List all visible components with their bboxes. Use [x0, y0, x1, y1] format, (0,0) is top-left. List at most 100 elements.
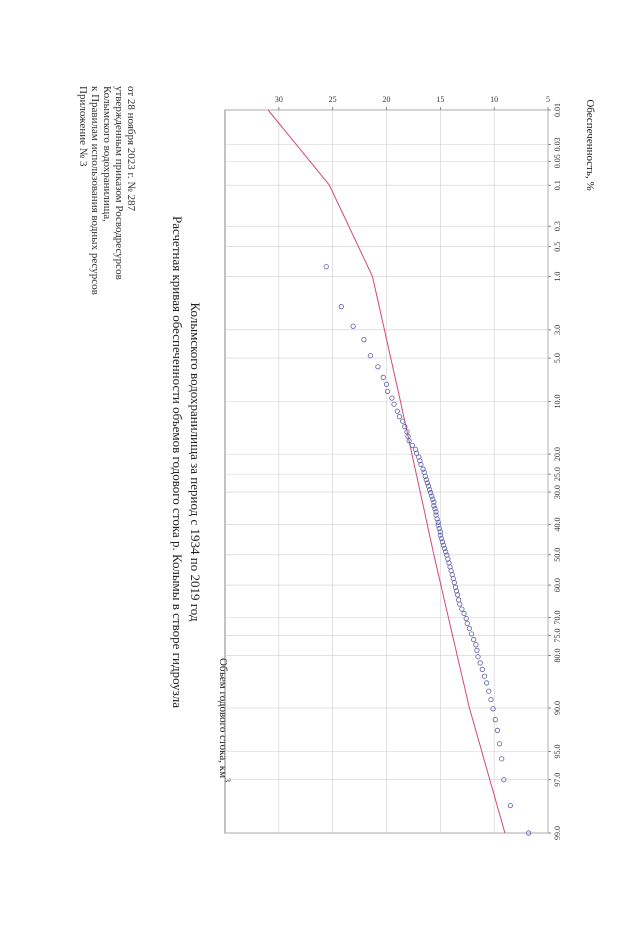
observed-data-point — [420, 466, 426, 472]
observed-data-point — [414, 450, 420, 456]
observed-data-point — [431, 503, 437, 509]
prob-tick-label: 0.3 — [553, 221, 562, 231]
prob-tick-label: 1.0 — [553, 272, 562, 282]
fitted-probability-curve — [267, 109, 506, 834]
prob-tick-label: 3.0 — [553, 325, 562, 335]
observed-data-point — [456, 597, 462, 603]
prob-tick-label: 0.03 — [553, 137, 562, 151]
observed-data-point — [435, 522, 441, 528]
observed-data-point — [479, 666, 485, 672]
observed-data-point — [492, 717, 498, 723]
prob-tick-label: 25.0 — [553, 467, 562, 481]
observed-data-point — [406, 438, 412, 444]
observed-data-point — [442, 545, 448, 552]
observed-data-point — [481, 673, 488, 679]
observed-data-point — [435, 519, 441, 525]
prob-tick-label: 0.1 — [553, 180, 562, 190]
y-axis-title-base: Объем годового стока, км — [217, 658, 229, 778]
observed-data-point — [434, 516, 440, 522]
observed-data-point — [384, 388, 391, 395]
observed-data-point — [394, 408, 400, 414]
observed-data-point — [526, 830, 532, 836]
prob-tick-label: 40.0 — [553, 517, 562, 531]
value-tick-label: 10 — [490, 95, 498, 104]
value-tick-label: 20 — [383, 95, 391, 104]
y-axis-title: Объем годового стока, км3 — [217, 658, 232, 782]
prob-tick-label: 20.0 — [553, 447, 562, 461]
observed-data-point — [380, 374, 386, 380]
prob-tick-label: 0.5 — [553, 242, 562, 252]
prob-tick-label: 75.0 — [553, 628, 562, 642]
title-line-2: Колымского водохранилища за период с 193… — [188, 303, 203, 622]
value-tick-label: 15 — [436, 95, 444, 104]
x-axis-title: Обеспеченность, % — [584, 99, 596, 190]
observed-data-point — [400, 418, 406, 424]
observed-data-point — [409, 442, 415, 448]
observed-data-point — [433, 509, 439, 515]
prob-tick-label: 99.0 — [553, 826, 562, 840]
observed-data-point — [490, 706, 496, 712]
observed-data-point — [431, 499, 437, 505]
value-tick-label: 25 — [329, 95, 337, 104]
observed-data-point — [468, 631, 475, 637]
observed-data-point — [338, 304, 344, 310]
prob-tick-label: 80.0 — [553, 648, 562, 662]
observed-data-point — [429, 493, 435, 499]
observed-data-point — [499, 756, 505, 762]
appendix-line-4: утвержденным приказом Росводресурсов — [113, 86, 125, 280]
prob-tick-label: 90.0 — [553, 701, 562, 715]
observed-data-point — [494, 727, 500, 733]
observed-data-point — [424, 480, 431, 486]
observed-data-point — [402, 424, 408, 430]
observed-data-point — [383, 381, 390, 387]
prob-tick-label: 5.0 — [553, 353, 562, 363]
prob-tick-label: 30.0 — [553, 485, 562, 499]
observed-data-point — [501, 777, 507, 783]
observed-data-point — [430, 496, 436, 502]
prob-tick-label: 60.0 — [553, 578, 562, 592]
observed-data-point — [375, 364, 381, 370]
observed-data-point — [417, 458, 423, 464]
probability-chart: 0.01 0.03 0.05 0.1 0.3 0.5 1.0 3.0 5.0 10.0 20.0 25… — [224, 95, 562, 840]
observed-data-point — [471, 637, 477, 643]
observed-data-point — [428, 490, 434, 496]
observed-data-point — [423, 477, 429, 483]
observed-data-point — [459, 606, 465, 612]
observed-data-point — [323, 264, 329, 270]
observed-data-point — [507, 802, 513, 809]
y-axis-title-sup: 3 — [223, 778, 232, 782]
appendix-header: Приложение № 3 к Правилам использования … — [77, 86, 137, 295]
value-tick-label: 5 — [546, 95, 550, 104]
observed-data-point — [452, 584, 459, 590]
prob-tick-label: 0.05 — [553, 154, 562, 168]
observed-data-point — [418, 461, 424, 468]
observed-data-point — [488, 696, 494, 703]
prob-tick-label: 70.0 — [553, 610, 562, 624]
observed-data-point — [443, 549, 449, 555]
observed-data-point — [451, 580, 457, 586]
observed-data-point — [396, 414, 403, 420]
observed-data-point — [496, 741, 503, 747]
observed-data-point — [477, 660, 483, 666]
observed-data-point — [432, 506, 438, 512]
observed-data-point — [484, 680, 490, 686]
observed-data-point — [440, 542, 447, 548]
chart-title: Расчетная кривая обеспеченности объемов … — [170, 216, 203, 708]
observed-data-point — [437, 529, 443, 535]
prob-tick-label: 95.0 — [553, 744, 562, 758]
observed-data-point — [464, 620, 470, 627]
observed-data-point — [416, 454, 422, 460]
observed-data-point — [389, 395, 395, 401]
observed-data-point — [466, 625, 473, 632]
observed-data-point — [391, 401, 397, 407]
appendix-line-1: Приложение № 3 — [77, 86, 89, 167]
observed-data-point — [437, 532, 443, 538]
prob-tick-label: 10.0 — [553, 395, 562, 409]
observed-data-point — [454, 592, 461, 598]
observed-data-point — [463, 615, 469, 622]
appendix-line-3: Колымского водохранилища, — [101, 86, 113, 222]
prob-tick-label: 97.0 — [553, 773, 562, 787]
observed-data-point — [473, 642, 479, 648]
